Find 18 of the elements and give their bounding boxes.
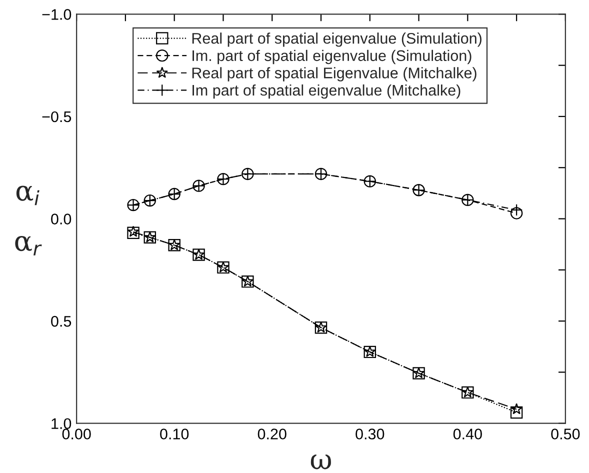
- y-tick-label: 0.5: [51, 316, 72, 327]
- legend-label: Im. part of spatial eigenvalue (Simulation): [192, 50, 472, 64]
- y-axis-title: α$_{i}$: [16, 186, 40, 206]
- y-tick-label: −1.0: [42, 9, 72, 20]
- x-tick-label: 0.30: [356, 428, 384, 440]
- y-tick-label: 0.0: [51, 214, 72, 224]
- x-tick-label: 0.40: [453, 428, 482, 440]
- x-tick-label: 0.10: [160, 428, 189, 440]
- legend-label: Real part of spatial eigenvalue (Simulation): [192, 32, 482, 47]
- y-tick-label: −0.5: [42, 111, 72, 122]
- x-axis-title: ω: [310, 454, 331, 470]
- text: α$_{r}$: [15, 236, 42, 256]
- legend-label: Real part of spatial Eigenvalue (Mitchalke): [192, 67, 476, 82]
- x-tick-label: 0.20: [258, 428, 286, 440]
- x-tick-label: 0.00: [62, 428, 91, 440]
- x-tick-label: 0.50: [551, 428, 580, 440]
- y-tick-label: 1.0: [52, 418, 72, 430]
- legend-label: Im part of spatial eigenvalue (Mitchalke): [192, 84, 460, 99]
